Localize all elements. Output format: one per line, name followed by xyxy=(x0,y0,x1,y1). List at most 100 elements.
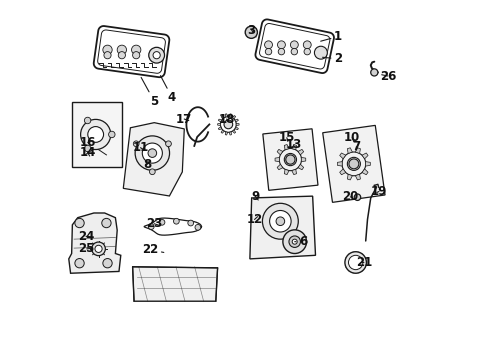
Polygon shape xyxy=(218,119,222,122)
Circle shape xyxy=(262,203,298,239)
Bar xyxy=(72,102,122,167)
Polygon shape xyxy=(355,174,360,180)
Circle shape xyxy=(102,219,111,228)
Polygon shape xyxy=(337,162,342,166)
Circle shape xyxy=(187,220,193,226)
Circle shape xyxy=(265,48,271,55)
Text: 25: 25 xyxy=(79,242,95,255)
Circle shape xyxy=(117,45,126,54)
Circle shape xyxy=(135,136,169,170)
Polygon shape xyxy=(228,132,231,135)
Polygon shape xyxy=(346,148,352,153)
Polygon shape xyxy=(339,169,345,175)
Circle shape xyxy=(284,153,296,166)
Circle shape xyxy=(353,194,360,201)
Circle shape xyxy=(344,252,366,273)
Text: 5: 5 xyxy=(141,77,158,108)
Text: 26: 26 xyxy=(379,69,395,82)
Circle shape xyxy=(102,45,112,54)
Polygon shape xyxy=(221,130,224,133)
Polygon shape xyxy=(365,162,369,166)
Polygon shape xyxy=(284,169,288,175)
Circle shape xyxy=(159,220,164,225)
Polygon shape xyxy=(123,123,184,196)
Text: 2: 2 xyxy=(322,52,341,65)
Text: 8: 8 xyxy=(142,158,151,171)
Text: 18: 18 xyxy=(218,113,234,126)
Text: 10: 10 xyxy=(343,131,360,144)
Circle shape xyxy=(131,45,141,54)
Polygon shape xyxy=(228,114,231,117)
Polygon shape xyxy=(217,123,220,126)
Circle shape xyxy=(304,48,310,55)
Circle shape xyxy=(148,149,156,157)
Circle shape xyxy=(278,48,284,55)
Text: 15: 15 xyxy=(278,131,294,144)
Circle shape xyxy=(264,41,272,49)
Circle shape xyxy=(84,117,91,124)
Polygon shape xyxy=(361,153,367,159)
Polygon shape xyxy=(297,164,303,170)
Circle shape xyxy=(92,242,105,256)
Polygon shape xyxy=(234,127,238,130)
Polygon shape xyxy=(94,26,169,77)
Text: 1: 1 xyxy=(320,30,341,43)
Circle shape xyxy=(348,255,362,270)
Circle shape xyxy=(165,141,171,147)
Circle shape xyxy=(285,155,294,164)
Text: 9: 9 xyxy=(251,190,259,203)
Circle shape xyxy=(118,51,125,59)
Polygon shape xyxy=(221,116,224,119)
Circle shape xyxy=(142,143,162,163)
Circle shape xyxy=(288,236,300,247)
Circle shape xyxy=(148,224,154,229)
Circle shape xyxy=(244,26,257,39)
Polygon shape xyxy=(284,144,288,150)
Circle shape xyxy=(102,258,112,268)
Circle shape xyxy=(314,46,326,59)
Polygon shape xyxy=(225,114,227,117)
Circle shape xyxy=(81,120,110,149)
Text: 4: 4 xyxy=(160,76,176,104)
Polygon shape xyxy=(355,148,360,153)
Circle shape xyxy=(370,69,377,76)
Circle shape xyxy=(173,219,179,224)
Text: 11: 11 xyxy=(132,141,148,154)
Circle shape xyxy=(224,120,232,129)
Polygon shape xyxy=(232,130,235,133)
Circle shape xyxy=(282,230,306,253)
Text: 3: 3 xyxy=(247,24,255,37)
Circle shape xyxy=(277,41,285,49)
Polygon shape xyxy=(274,157,279,162)
Circle shape xyxy=(290,41,298,49)
Polygon shape xyxy=(301,157,305,162)
Circle shape xyxy=(104,51,111,59)
Circle shape xyxy=(133,141,139,147)
Circle shape xyxy=(148,47,164,63)
Circle shape xyxy=(276,217,284,226)
Circle shape xyxy=(269,211,290,232)
Text: 17: 17 xyxy=(176,113,192,126)
Polygon shape xyxy=(291,169,296,175)
Circle shape xyxy=(303,41,310,49)
Text: 21: 21 xyxy=(355,256,371,269)
Polygon shape xyxy=(259,23,329,69)
Polygon shape xyxy=(297,149,303,155)
Polygon shape xyxy=(277,149,282,155)
Polygon shape xyxy=(361,169,367,175)
Text: 22: 22 xyxy=(142,243,163,256)
Circle shape xyxy=(290,48,297,55)
Polygon shape xyxy=(234,119,238,122)
Circle shape xyxy=(153,51,160,59)
Text: 16: 16 xyxy=(80,136,96,149)
Polygon shape xyxy=(262,129,317,190)
Polygon shape xyxy=(98,30,165,73)
Polygon shape xyxy=(132,267,217,301)
Polygon shape xyxy=(225,132,227,135)
Text: 7: 7 xyxy=(351,140,360,153)
Polygon shape xyxy=(346,174,352,180)
Circle shape xyxy=(132,51,140,59)
Text: 6: 6 xyxy=(294,235,306,248)
Circle shape xyxy=(292,239,297,244)
Polygon shape xyxy=(249,196,315,259)
